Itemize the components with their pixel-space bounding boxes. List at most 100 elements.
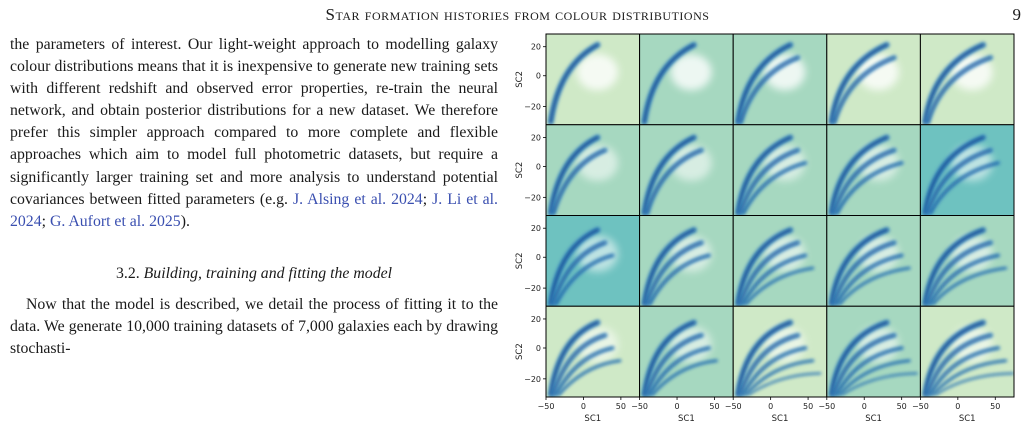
- paragraph-1: the parameters of interest. Our light-we…: [10, 34, 498, 233]
- density-streak: [835, 346, 903, 396]
- y-tick-label: 20: [531, 43, 541, 52]
- x-axis-label: SC1: [772, 414, 789, 424]
- density-streak: [648, 254, 711, 305]
- y-tick-label: −20: [524, 284, 541, 293]
- y-tick-label: −20: [524, 375, 541, 384]
- citation-link[interactable]: G. Aufort et al. 2025: [49, 212, 181, 230]
- density-panel: [546, 34, 640, 125]
- density-hole: [576, 144, 619, 182]
- density-streak: [832, 241, 896, 305]
- density-streak: [829, 135, 889, 215]
- density-streak: [835, 254, 903, 305]
- y-tick-label: −20: [524, 103, 541, 112]
- citation-link[interactable]: J. Li et al. 2024: [10, 190, 499, 230]
- density-streak: [839, 359, 911, 396]
- density-streak: [736, 228, 793, 306]
- density-streak: [932, 267, 1007, 305]
- density-hole: [670, 53, 712, 91]
- paragraph-2: Now that the model is described, we deta…: [10, 295, 498, 358]
- density-streak: [829, 43, 889, 124]
- density-streak: [742, 254, 807, 305]
- y-axis-label: SC2: [515, 253, 525, 270]
- x-axis-label: SC1: [865, 414, 882, 424]
- density-streak: [739, 148, 800, 215]
- density-streak: [552, 333, 607, 396]
- density-panel: [733, 34, 827, 125]
- density-streak: [935, 372, 1014, 395]
- y-tick-label: 0: [536, 162, 541, 171]
- density-streak: [932, 359, 1007, 396]
- density-streak: [839, 267, 911, 305]
- density-streak: [558, 359, 621, 396]
- y-axis-label: SC2: [515, 71, 525, 88]
- density-streak: [739, 56, 800, 124]
- density-panel: [639, 215, 734, 307]
- x-tick-label: −50: [631, 402, 648, 411]
- density-streak: [742, 346, 807, 396]
- density-streak: [548, 43, 600, 124]
- density-streak: [923, 320, 985, 397]
- density-streak: [926, 333, 993, 396]
- density-streak: [555, 254, 614, 305]
- x-tick-label: −50: [538, 402, 555, 411]
- density-panel: [546, 124, 640, 216]
- panel-grid-svg: 20 0 −20 20 0 −20 20 0 −20 20 0 −20 −50 0 50 −50 0 50 −50 0…: [515, 33, 1015, 424]
- density-panel: [920, 124, 1014, 216]
- density-streak: [648, 346, 711, 396]
- density-streak: [548, 320, 600, 397]
- density-streak: [555, 346, 614, 396]
- paragraph-1-text: the parameters of interest. Our light-we…: [10, 36, 498, 208]
- density-panel: [546, 215, 640, 307]
- density-streak: [642, 320, 696, 397]
- x-axis-label: SC1: [959, 414, 976, 424]
- x-tick-label: 50: [709, 402, 719, 411]
- page-header: Star formation histories from colour dis…: [0, 0, 1035, 28]
- y-axis-label: SC2: [515, 343, 525, 360]
- citation-link[interactable]: J. Alsing et al. 2024: [292, 190, 423, 208]
- y-tick-label: 20: [531, 315, 541, 324]
- density-streak: [748, 372, 821, 395]
- density-streak: [645, 333, 703, 396]
- density-streak: [552, 241, 607, 305]
- density-streak: [926, 148, 993, 215]
- x-tick-label: −50: [725, 402, 742, 411]
- density-panel: [920, 306, 1014, 397]
- density-streak: [651, 359, 718, 396]
- density-streak: [929, 346, 1000, 396]
- x-axis-label: SC1: [584, 414, 601, 424]
- density-panel: [920, 34, 1014, 125]
- density-streak: [642, 135, 696, 215]
- density-streak: [929, 254, 1000, 305]
- density-panel: [826, 306, 921, 397]
- y-tick-label: 0: [536, 344, 541, 353]
- density-panel: [826, 215, 921, 307]
- density-streak: [832, 333, 896, 396]
- density-panel: [733, 215, 827, 307]
- density-streak: [736, 43, 793, 124]
- density-panel: [639, 124, 734, 216]
- y-tick-label: −20: [524, 193, 541, 202]
- y-tick-label: 0: [536, 72, 541, 81]
- density-streak: [736, 135, 793, 215]
- x-tick-label: 0: [862, 402, 867, 411]
- density-streak: [642, 228, 696, 306]
- x-tick-label: 0: [674, 402, 679, 411]
- density-streak: [929, 161, 1000, 214]
- x-tick-label: 0: [955, 402, 960, 411]
- x-tick-label: 50: [897, 402, 907, 411]
- section-heading: 3.2. Building, training and fitting the …: [10, 263, 498, 285]
- density-streak: [832, 56, 896, 124]
- density-panel: [826, 34, 921, 125]
- x-tick-label: 50: [616, 402, 626, 411]
- density-streak: [926, 56, 993, 124]
- y-tick-label: 20: [531, 133, 541, 142]
- x-tick-label: 50: [990, 402, 1000, 411]
- x-tick-label: 50: [803, 402, 813, 411]
- density-hole: [764, 53, 806, 91]
- density-streak: [645, 241, 703, 305]
- density-streak: [739, 241, 800, 305]
- citation-separator: ;: [422, 190, 433, 208]
- x-tick-label: −50: [912, 402, 929, 411]
- x-axis-label: SC1: [678, 414, 695, 424]
- body-text-column: the parameters of interest. Our light-we…: [10, 34, 498, 360]
